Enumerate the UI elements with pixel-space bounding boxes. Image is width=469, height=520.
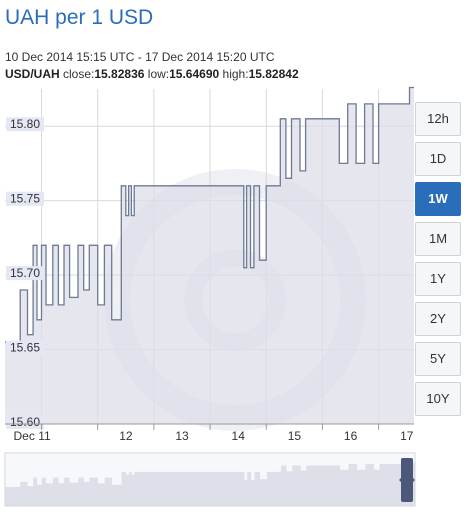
y-tick-label-bg	[6, 266, 44, 281]
range-button-10y[interactable]: 10Y	[415, 382, 461, 416]
currency-pair: USD/UAH	[5, 67, 60, 81]
x-tick-label: 14	[232, 429, 246, 443]
y-tick-label-bg	[6, 340, 44, 355]
range-button-2y[interactable]: 2Y	[415, 302, 461, 336]
range-button-5y[interactable]: 5Y	[415, 342, 461, 376]
x-tick-label: Dec 11	[14, 429, 51, 443]
price-summary: USD/UAH close:15.82836 low:15.64690 high…	[5, 67, 299, 81]
navigator-area	[5, 462, 415, 506]
close-value: 15.82836	[94, 67, 145, 81]
y-tick-label: 15.70	[10, 266, 40, 280]
y-tick-label: 15.60	[10, 415, 40, 429]
navigator-handle-arrows-icon	[399, 472, 415, 488]
price-line	[5, 86, 414, 343]
x-tick-label: 15	[288, 429, 302, 443]
low-label: low:	[147, 67, 170, 81]
x-tick-label: 16	[344, 429, 358, 443]
price-area	[5, 87, 414, 424]
chart-title: UAH per 1 USD	[5, 6, 154, 29]
close-label: close:	[63, 67, 95, 81]
y-tick-label-bg	[6, 117, 44, 132]
range-button-1w[interactable]: 1W	[415, 182, 461, 216]
low-value: 15.64690	[169, 67, 220, 81]
x-tick-label: 17	[400, 429, 414, 443]
y-tick-label: 15.80	[10, 117, 40, 131]
navigator-selection[interactable]	[5, 453, 415, 506]
range-selector: 12h 1D 1W 1M 1Y 2Y 5Y 10Y	[415, 102, 461, 422]
price-chart[interactable]: 15.60 15.65 15.70 15.75 15.80 Dec 11 12 13 14 15…	[0, 85, 415, 445]
y-tick-label-bg	[6, 191, 44, 206]
high-label: high:	[222, 67, 249, 81]
range-button-1y[interactable]: 1Y	[415, 262, 461, 296]
range-button-1d[interactable]: 1D	[415, 142, 461, 176]
high-value: 15.82842	[248, 67, 299, 81]
y-tick-label: 15.75	[10, 192, 40, 206]
range-button-1m[interactable]: 1M	[415, 222, 461, 256]
x-tick-label: 13	[175, 429, 189, 443]
y-tick-label: 15.65	[10, 341, 40, 355]
y-tick-label-bg	[6, 415, 44, 429]
date-range: 10 Dec 2014 15:15 UTC - 17 Dec 2014 15:2…	[5, 50, 275, 64]
navigator[interactable]	[0, 450, 469, 510]
x-tick-label: 12	[119, 429, 133, 443]
range-button-12h[interactable]: 12h	[415, 102, 461, 136]
